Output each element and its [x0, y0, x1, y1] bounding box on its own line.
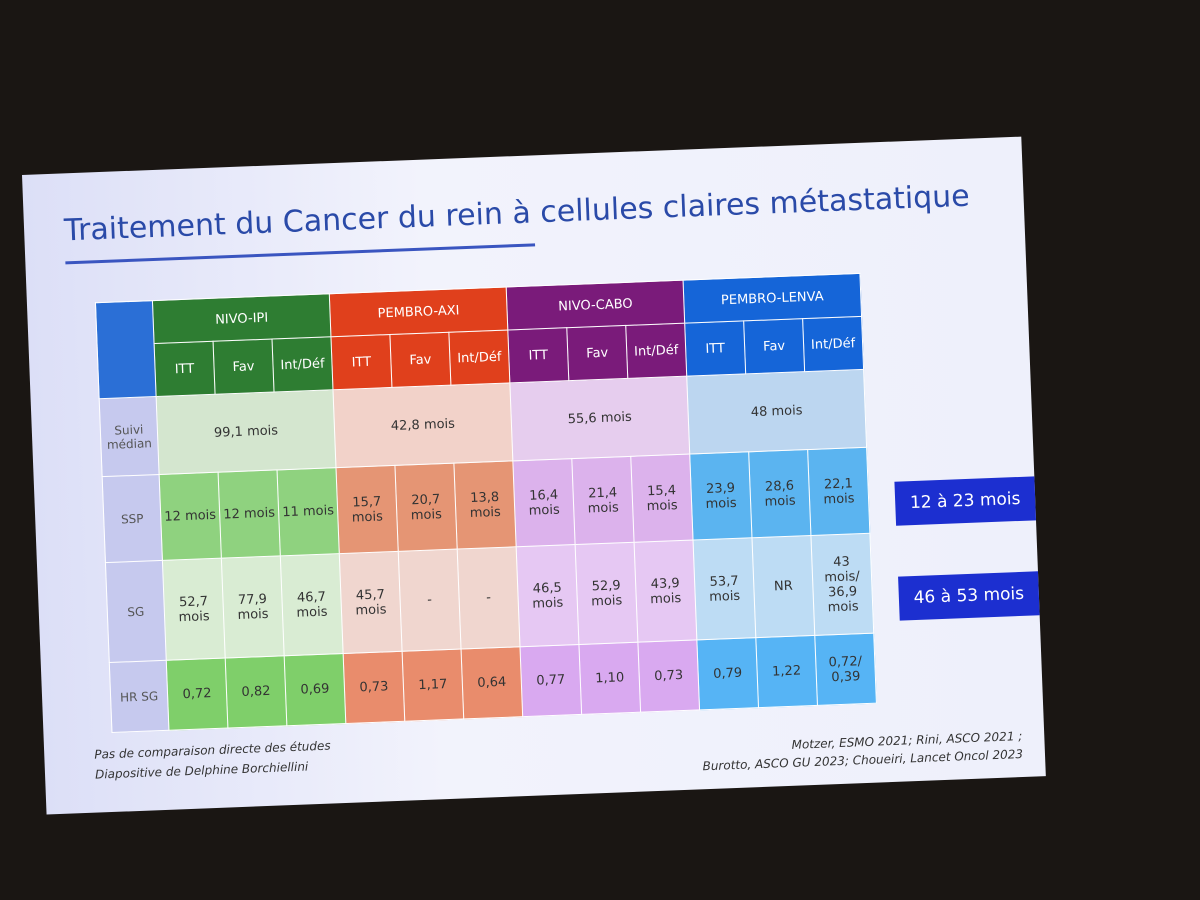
- cell: 16,4 mois: [512, 458, 576, 547]
- cell: 99,1 mois: [156, 389, 336, 475]
- cell: 1,22: [755, 635, 818, 708]
- cell: 20,7 mois: [394, 463, 458, 552]
- reference: Burotto, ASCO GU 2023; Choueiri, Lancet …: [702, 747, 1024, 774]
- subheader: Int/Déf: [802, 316, 864, 372]
- group-header: NIVO-IPI: [152, 293, 331, 344]
- footnote: Diapositive de Delphine Borchiellini: [94, 759, 309, 782]
- cell: 42,8 mois: [332, 382, 513, 468]
- group-header: PEMBRO-AXI: [329, 286, 508, 337]
- cell: NR: [751, 535, 815, 638]
- row-label: HR SG: [109, 660, 169, 733]
- cell: 55,6 mois: [509, 376, 690, 461]
- cell: 12 mois: [218, 469, 281, 559]
- cell: 28,6 mois: [748, 449, 811, 538]
- cell: 22,1 mois: [807, 447, 870, 536]
- subheader: Int/Déf: [625, 323, 687, 379]
- row-label: Suivi médian: [99, 396, 160, 477]
- cell: -: [398, 549, 462, 652]
- cell: 15,4 mois: [630, 454, 694, 543]
- subheader: Fav: [389, 332, 451, 388]
- cell: 0,64: [461, 646, 523, 719]
- cell: 1,10: [578, 642, 641, 715]
- cell: 45,7 mois: [339, 551, 403, 654]
- row-label: SSP: [102, 474, 163, 563]
- cell: 43,9 mois: [634, 540, 697, 643]
- cell: 1,17: [402, 648, 464, 722]
- cell: 0,73: [343, 651, 405, 724]
- subheader: Fav: [213, 339, 275, 395]
- subheader: Int/Déf: [271, 336, 333, 392]
- subheader: ITT: [684, 320, 746, 377]
- cell: 43 mois/ 36,9 mois: [810, 533, 874, 636]
- highlight-box: 46 à 53 mois: [898, 571, 1040, 621]
- subheader: Fav: [566, 325, 628, 381]
- subheader: ITT: [154, 341, 216, 397]
- cell: 52,7 mois: [162, 558, 226, 661]
- cell: 46,7 mois: [280, 553, 344, 656]
- footnote: Pas de comparaison directe des études: [94, 738, 331, 762]
- cell: 13,8 mois: [453, 460, 517, 550]
- cell: 0,72/ 0,39: [814, 633, 877, 706]
- cell: 46,5 mois: [516, 544, 579, 647]
- cell: 53,7 mois: [693, 537, 756, 640]
- cell: 0,82: [225, 655, 287, 729]
- subheader: Int/Déf: [448, 329, 510, 386]
- subheader: Fav: [743, 318, 805, 374]
- subheader: ITT: [330, 334, 392, 390]
- comparison-table: NIVO-IPI PEMBRO-AXI NIVO-CABO PEMBRO-LENVA I…: [95, 273, 877, 733]
- group-header: PEMBRO-LENVA: [683, 273, 862, 324]
- cell: 11 mois: [277, 467, 340, 556]
- row-label: SG: [105, 560, 167, 663]
- cell: 77,9 mois: [221, 555, 285, 659]
- subheader: ITT: [507, 327, 569, 383]
- title-rule: [65, 243, 536, 265]
- cell: 0,79: [696, 637, 759, 710]
- cell: 0,69: [284, 653, 346, 726]
- highlight-box: 12 à 23 mois: [894, 476, 1037, 526]
- cell: 12 mois: [159, 472, 222, 561]
- cell: 0,77: [519, 644, 582, 717]
- cell: 21,4 mois: [571, 456, 635, 545]
- cell: 52,9 mois: [575, 542, 638, 645]
- group-header: NIVO-CABO: [506, 280, 685, 330]
- cell: 0,72: [166, 658, 228, 731]
- corner-cell: [95, 300, 157, 399]
- cell: -: [457, 546, 520, 649]
- cell: 0,73: [637, 639, 700, 713]
- slide: Traitement du Cancer du rein à cellules …: [22, 136, 1046, 815]
- title: Traitement du Cancer du rein à cellules …: [63, 178, 971, 249]
- cell: 48 mois: [686, 369, 867, 455]
- cell: 15,7 mois: [335, 465, 399, 554]
- cell: 23,9 mois: [689, 451, 752, 541]
